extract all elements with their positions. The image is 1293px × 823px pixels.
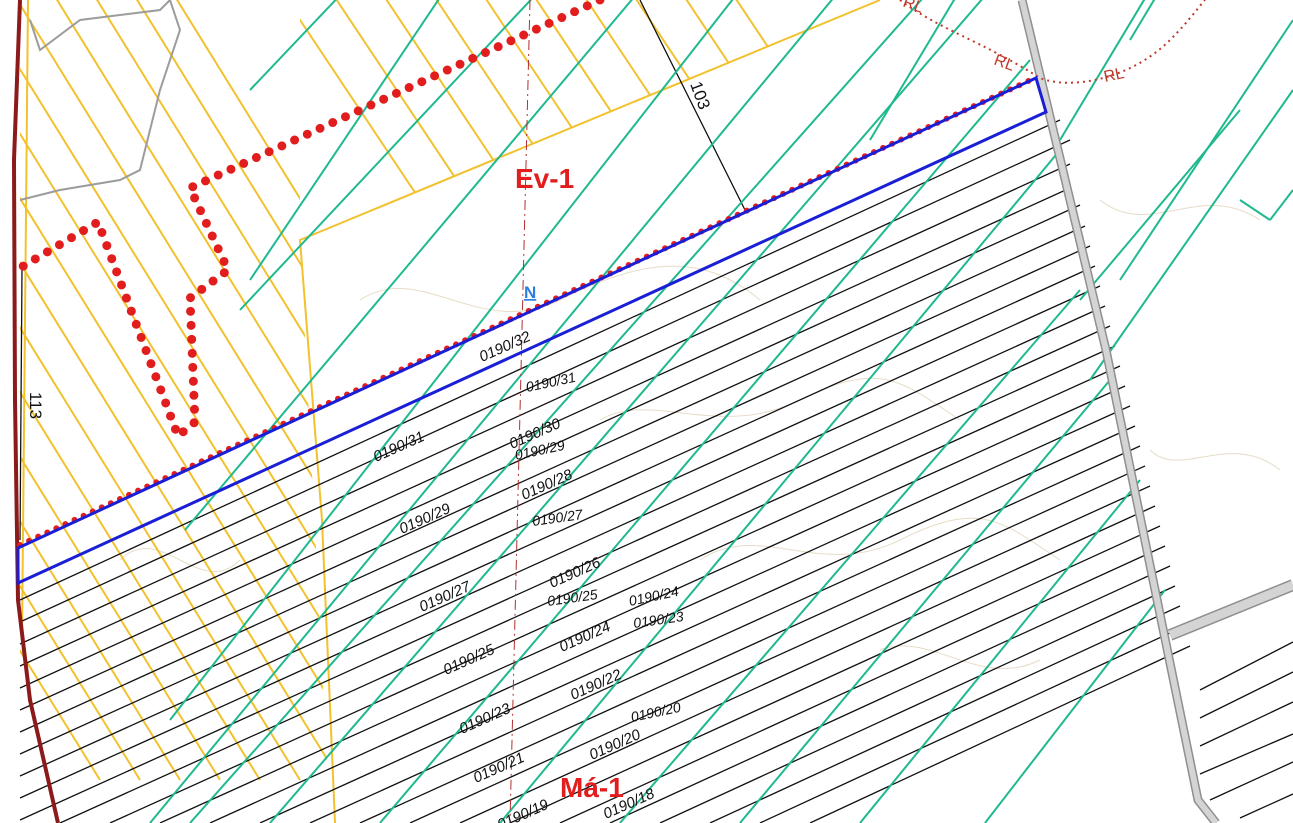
zone-label-ma1: Má-1 bbox=[560, 772, 624, 803]
west-boundary bbox=[11, 0, 60, 823]
plot-outline[interactable] bbox=[16, 75, 1048, 586]
zone-label-ev1: Ev-1 bbox=[515, 163, 574, 194]
parcel-label: 0190/24 bbox=[627, 583, 680, 609]
parcel-label: 0190/20 bbox=[629, 699, 682, 725]
parcel-label: 0190/22 bbox=[568, 666, 625, 704]
parcel-label: 0190/25 bbox=[546, 586, 599, 609]
parcel-label: 0190/19 bbox=[495, 796, 552, 823]
road-label-113: 113 bbox=[26, 392, 45, 419]
red-dotted-boundary bbox=[15, 0, 605, 444]
rl-label: RL bbox=[1102, 65, 1126, 86]
parcel-label: 0190/24 bbox=[557, 618, 613, 656]
parcel-label: 0190/23 bbox=[632, 608, 685, 631]
axis-line bbox=[509, 0, 531, 823]
parcel-label: 0190/23 bbox=[457, 700, 514, 738]
rl-boundary bbox=[899, 0, 1206, 84]
parcel-label: 0190/21 bbox=[471, 749, 527, 787]
parcel-label: 0190/27 bbox=[531, 506, 585, 529]
road-label-103: 103 bbox=[686, 79, 714, 112]
yellow-hatch-west bbox=[20, 0, 330, 781]
north-marker: N bbox=[524, 283, 536, 302]
road bbox=[1017, 0, 1293, 823]
building-outline bbox=[19, 0, 182, 201]
green-hatch bbox=[149, 0, 1293, 823]
parcel-label: 0190/29 bbox=[397, 500, 454, 538]
parcel-label: 0190/20 bbox=[587, 726, 644, 764]
rl-label: RL bbox=[901, 0, 926, 17]
parcel-label: 0190/31 bbox=[524, 369, 577, 395]
parcel-label: 0190/28 bbox=[519, 466, 576, 504]
rl-label: RL bbox=[992, 52, 1017, 75]
